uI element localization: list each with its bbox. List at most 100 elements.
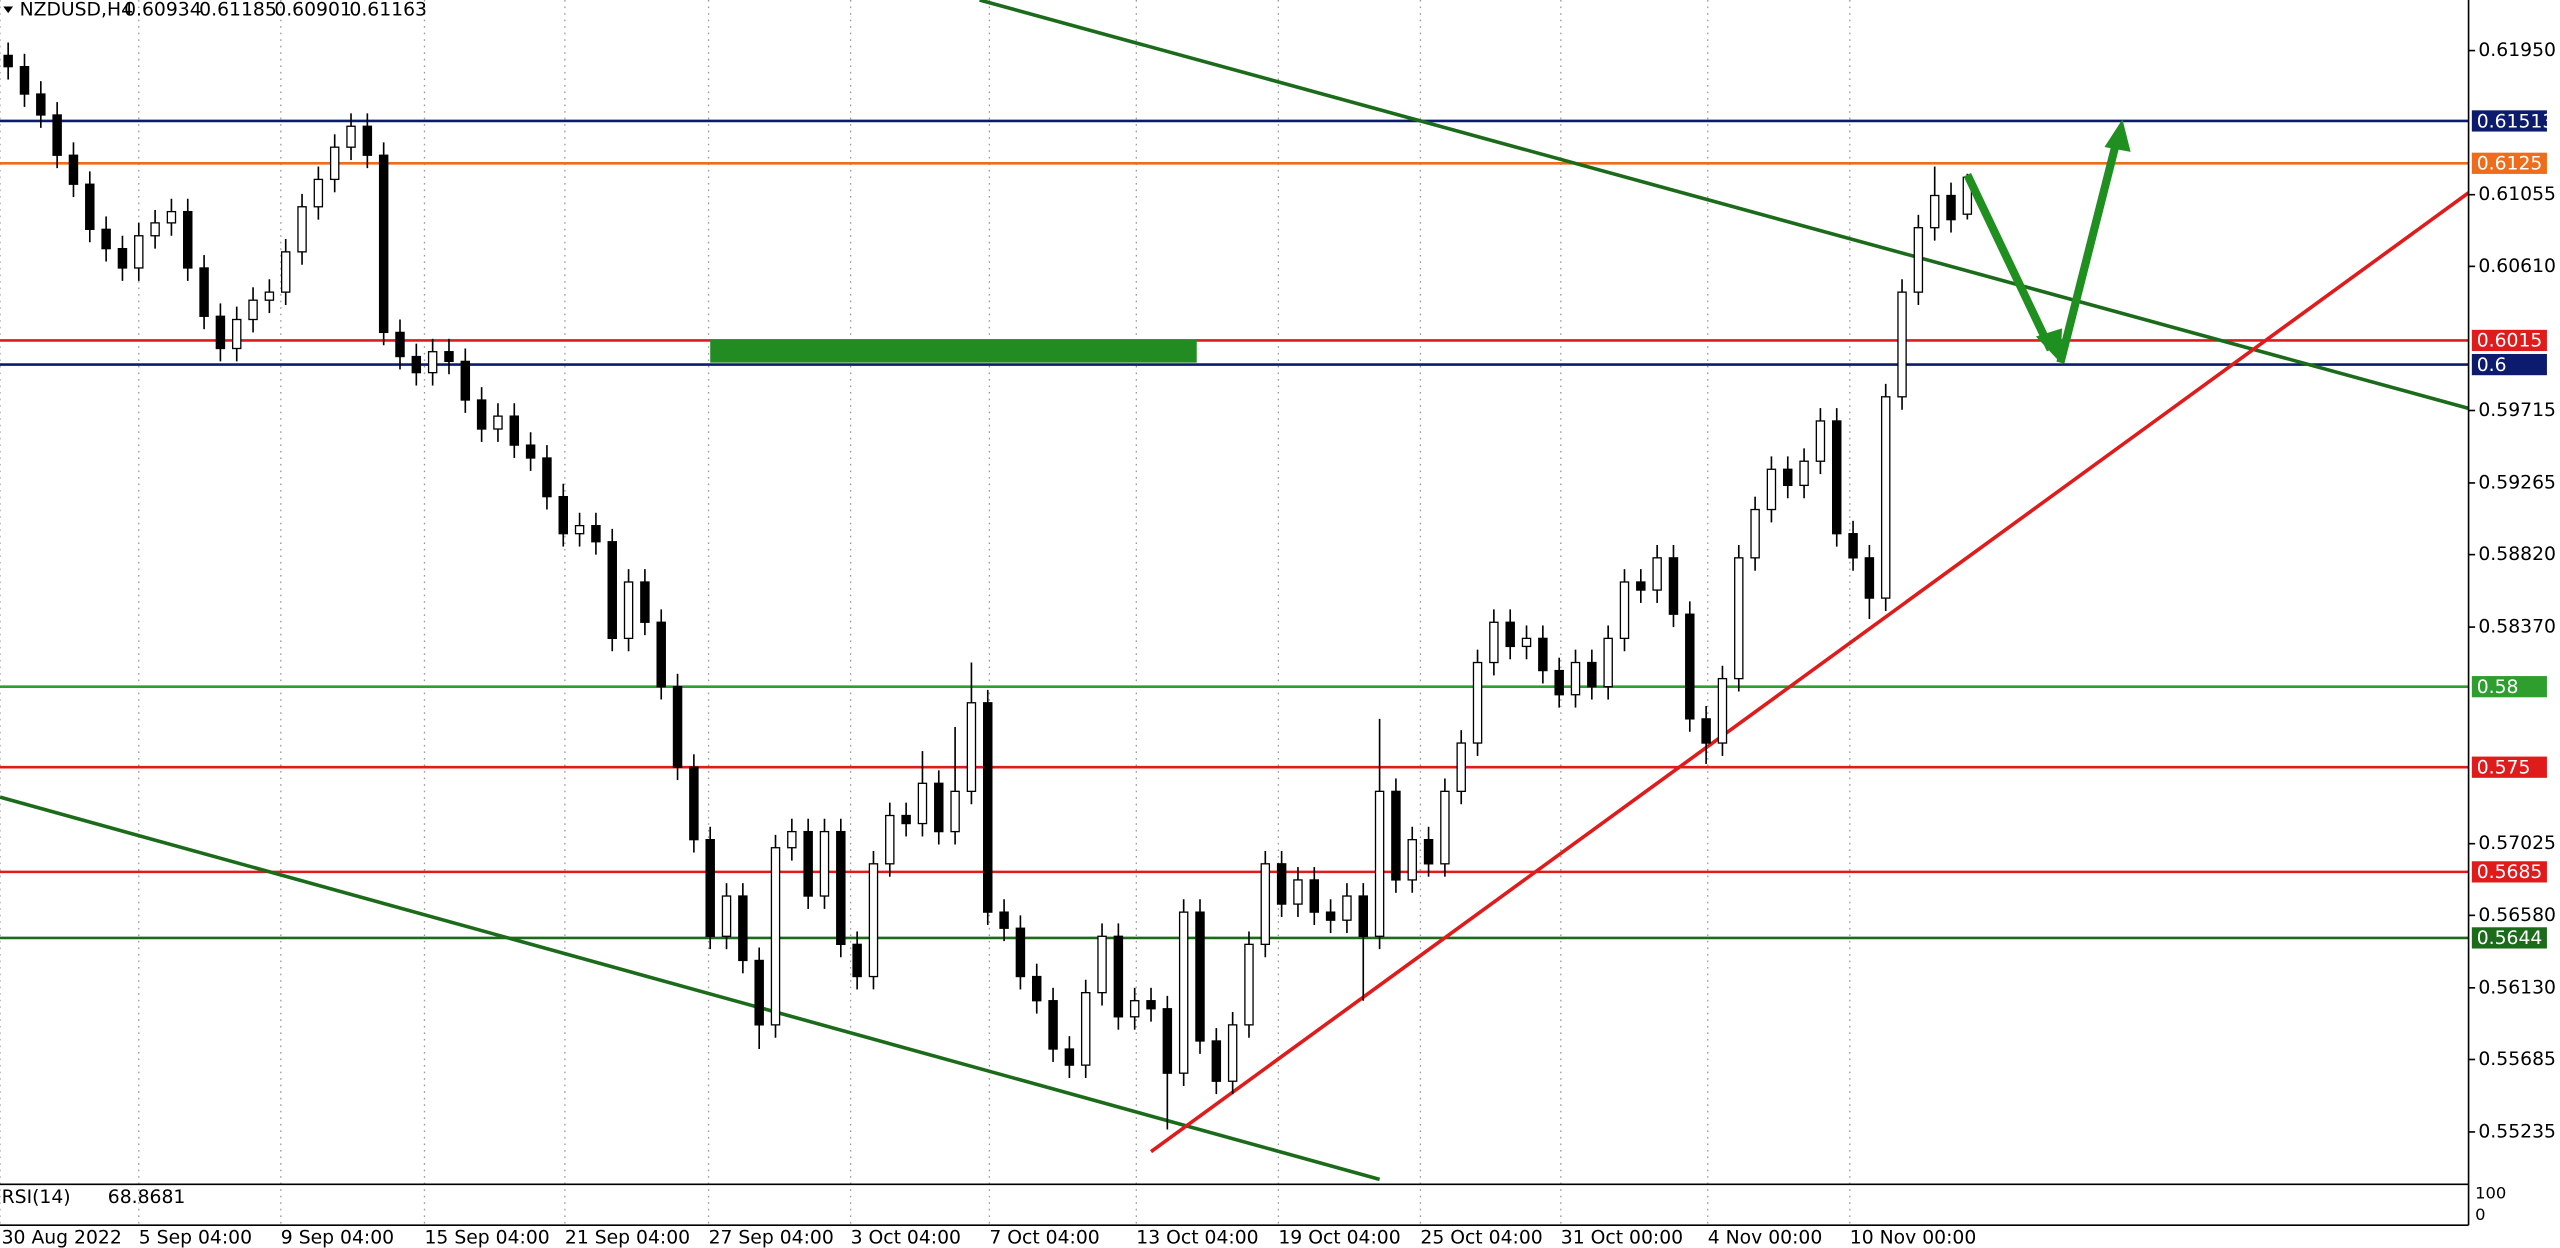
- zone: [710, 339, 1197, 363]
- candle-body: [150, 222, 160, 237]
- x-tick-label: 9 Sep 04:00: [281, 1228, 394, 1248]
- close: 0.61163: [349, 0, 427, 20]
- candle-body: [134, 235, 144, 269]
- y-tick-label: 0.56580: [2478, 905, 2556, 926]
- arrow-head: [2104, 119, 2131, 152]
- candle-body: [411, 355, 422, 374]
- candle-body: [1668, 557, 1679, 615]
- candle-body: [525, 444, 536, 459]
- candle-body: [1832, 420, 1842, 535]
- arrow: [2056, 136, 2122, 364]
- candle-body: [885, 814, 895, 865]
- x-tick-label: 27 Sep 04:00: [709, 1228, 834, 1248]
- candle-body: [1864, 557, 1875, 599]
- candle-body: [1260, 863, 1271, 945]
- rsi-tick-label: 0: [2475, 1205, 2485, 1224]
- candle-body: [1064, 1048, 1075, 1066]
- symbol: NZDUSD,H4: [20, 0, 133, 20]
- candle-body: [166, 210, 177, 224]
- candle-body: [836, 830, 846, 945]
- candle-body: [607, 541, 617, 640]
- candle-body: [1162, 1008, 1173, 1074]
- candle-body: [1276, 863, 1287, 905]
- candle-body: [1146, 1000, 1156, 1010]
- y-tick-label: 0.56130: [2478, 977, 2556, 998]
- level-tag: [2471, 676, 2547, 698]
- level-label: 0.58: [2477, 677, 2519, 698]
- candle-body: [623, 581, 634, 640]
- candle-body: [966, 702, 977, 793]
- candle-body: [232, 318, 242, 350]
- grid: [0, 0, 1851, 1226]
- y-tick-label: 0.60610: [2478, 256, 2556, 277]
- arrows: [1963, 119, 2131, 364]
- candles: [3, 42, 1973, 1130]
- candle-body: [1097, 935, 1107, 994]
- candle-body: [1521, 637, 1532, 648]
- candle-body: [1309, 879, 1320, 913]
- trend-line: [0, 795, 1381, 1182]
- candle-body: [493, 415, 503, 430]
- candle-body: [1619, 581, 1630, 640]
- level-tag: [2471, 353, 2547, 376]
- rsi-panel: RSI(14) 68.8681: [2, 1187, 186, 1208]
- candle-body: [852, 943, 862, 978]
- candle-body: [1946, 194, 1956, 221]
- trend-lines: [0, 0, 2470, 1182]
- y-tick-label: 0.61950: [2478, 40, 2556, 61]
- candle-body: [934, 782, 944, 833]
- candle-body: [950, 790, 960, 833]
- candle-body: [1244, 943, 1254, 1026]
- level-tag: [2471, 756, 2547, 778]
- candle-body: [1342, 895, 1352, 921]
- candle-body: [1293, 879, 1303, 905]
- candle-body: [1848, 533, 1858, 559]
- low: 0.60901: [274, 0, 352, 20]
- candle-body: [754, 959, 764, 1026]
- candle-body: [395, 331, 405, 358]
- rsi-name: RSI(14): [2, 1187, 71, 1208]
- candle-body: [1113, 935, 1124, 1018]
- candle-body: [1015, 927, 1026, 978]
- x-tick-label: 7 Oct 04:00: [989, 1228, 1099, 1248]
- level-label: 0.5685: [2477, 862, 2543, 883]
- rsi-tick-label: 100: [2475, 1184, 2506, 1203]
- candle-body: [705, 839, 715, 937]
- level-label: 0.61513: [2477, 111, 2555, 132]
- candle-body: [1554, 669, 1564, 696]
- candle-body: [1374, 790, 1385, 937]
- y-tick-label: 0.57025: [2478, 833, 2556, 854]
- candle-body: [574, 524, 585, 535]
- x-tick-label: 19 Oct 04:00: [1278, 1228, 1400, 1248]
- level-label: 0.6125: [2477, 154, 2543, 175]
- candle-body: [591, 524, 601, 543]
- candle-body: [1750, 508, 1760, 559]
- candle-body: [1652, 557, 1662, 591]
- candle-body: [1766, 468, 1777, 511]
- candle-body: [280, 251, 291, 293]
- candle-body: [509, 415, 520, 446]
- y-tick-label: 0.58820: [2478, 544, 2556, 565]
- candle-body: [362, 125, 373, 156]
- candle-body: [917, 782, 928, 825]
- candle-body: [1538, 637, 1548, 672]
- candle-body: [1358, 895, 1368, 937]
- candle-body: [460, 360, 471, 401]
- candle-body: [248, 299, 258, 321]
- candle-body: [1423, 839, 1434, 865]
- candle-body: [1211, 1040, 1222, 1082]
- arrow: [1963, 173, 2055, 352]
- axes: 0.61950 0.61055 0.60610 0.59715 0.59265 0.588…: [2, 40, 2556, 1248]
- x-tick-label: 10 Nov 00:00: [1850, 1228, 1976, 1248]
- y-tick-label: 0.55235: [2478, 1121, 2556, 1142]
- candle-body: [3, 54, 13, 68]
- candle-body: [476, 399, 487, 430]
- candle-body: [1407, 839, 1417, 881]
- arrow-head: [2035, 328, 2063, 363]
- candle-body: [640, 581, 650, 623]
- level-tag: [2471, 152, 2547, 174]
- candle-body: [1734, 557, 1744, 680]
- candle-body: [52, 114, 62, 156]
- candle-body: [1472, 661, 1483, 744]
